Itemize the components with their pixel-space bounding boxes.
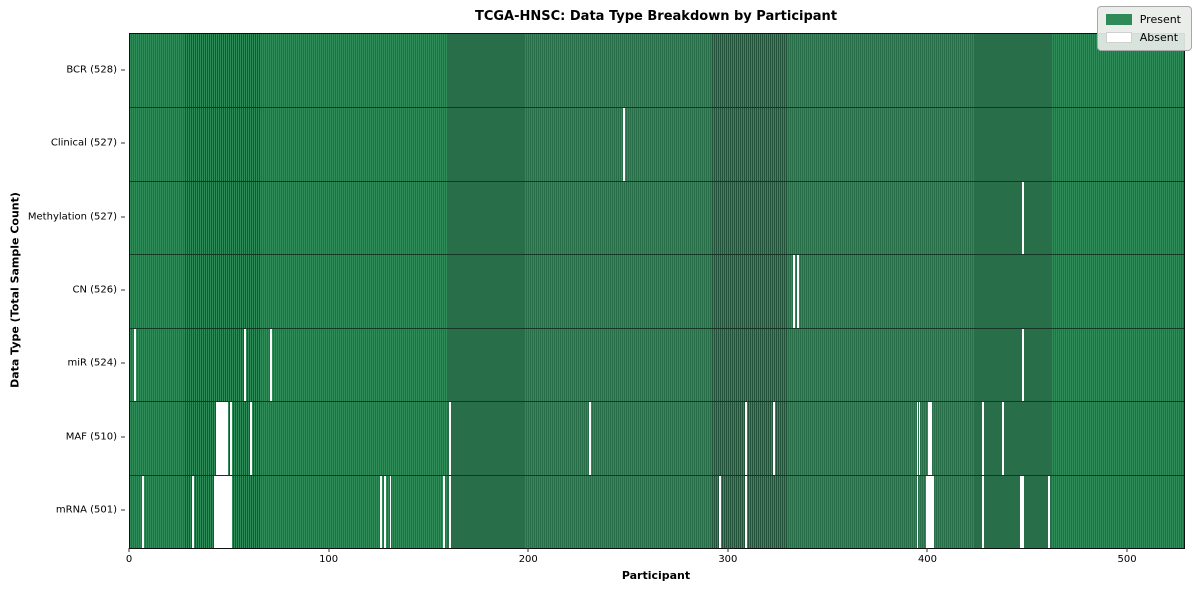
absent-marker: [215, 475, 218, 548]
y-tick-mark: [121, 69, 125, 71]
absent-marker: [223, 475, 226, 548]
absent-marker: [449, 475, 452, 548]
absent-marker: [217, 402, 220, 475]
absent-marker: [223, 402, 226, 475]
absent-marker: [623, 108, 626, 181]
absent-marker: [796, 255, 799, 328]
absent-marker: [213, 475, 216, 548]
y-tick-mark: [121, 436, 125, 438]
absent-marker: [982, 402, 985, 475]
y-tick-label: Methylation (527): [27, 211, 117, 223]
absent-marker: [191, 475, 194, 548]
absent-marker: [772, 402, 775, 475]
y-tick-mark: [121, 509, 125, 511]
y-tick-label: BCR (528): [66, 64, 117, 76]
absent-marker: [221, 475, 224, 548]
x-tick-label: 0: [125, 554, 133, 565]
absent-marker: [449, 402, 452, 475]
absent-marker: [1022, 181, 1025, 255]
x-tick-label: 400: [917, 554, 938, 565]
absent-marker: [229, 402, 232, 475]
y-tick-mark: [121, 289, 125, 291]
absent-marker: [744, 475, 747, 548]
x-axis-label: Participant: [621, 569, 691, 582]
x-tick-label: 200: [518, 554, 538, 565]
legend-absent-label: Absent: [1139, 31, 1179, 44]
y-tick-mark: [121, 362, 125, 364]
absent-marker: [926, 475, 929, 548]
y-tick-label: Clinical (527): [50, 137, 117, 149]
absent-marker: [269, 328, 272, 402]
absent-marker: [1002, 402, 1005, 475]
absent-marker: [916, 475, 919, 548]
absent-marker: [225, 402, 228, 475]
legend-present-label: Present: [1139, 13, 1181, 26]
legend-entry-absent: Absent: [1105, 31, 1181, 44]
legend-entry-present: Present: [1105, 13, 1181, 26]
y-tick-label: mRNA (501): [55, 504, 117, 516]
absent-marker: [221, 402, 224, 475]
absent-marker: [243, 328, 246, 402]
heatmap-row-clinical: [130, 107, 1184, 181]
x-tick-mark: [1126, 548, 1128, 552]
heatmap-plot: [129, 33, 1185, 549]
absent-marker: [982, 475, 985, 548]
x-tick-mark: [527, 548, 529, 552]
absent-marker: [215, 402, 218, 475]
absent-marker: [792, 255, 795, 328]
chart-title: TCGA-HNSC: Data Type Breakdown by Partic…: [474, 9, 838, 24]
x-tick-mark: [727, 548, 729, 552]
absent-marker: [141, 475, 144, 548]
absent-marker: [918, 402, 921, 475]
x-tick-label: 500: [1117, 554, 1137, 565]
absent-marker: [930, 402, 933, 475]
heatmap-row-mrna: [130, 474, 1184, 548]
absent-marker: [932, 475, 935, 548]
heatmap-row-methylation: [130, 180, 1184, 255]
absent-marker: [219, 475, 222, 548]
absent-marker: [383, 475, 386, 548]
absent-marker: [225, 475, 228, 548]
x-tick-mark: [328, 548, 330, 552]
absent-marker: [227, 475, 230, 548]
heatmap-row-mir: [130, 327, 1184, 402]
absent-marker: [1048, 475, 1051, 548]
x-tick-mark: [926, 548, 928, 552]
absent-marker: [217, 475, 220, 548]
present-swatch-icon: [1105, 14, 1132, 25]
heatmap-row-bcr: [130, 34, 1184, 108]
absent-marker: [219, 402, 222, 475]
x-tick-label: 100: [319, 554, 339, 565]
absent-swatch-icon: [1105, 32, 1132, 43]
absent-marker: [1022, 328, 1025, 402]
absent-marker: [133, 328, 136, 402]
heatmap-row-cn: [130, 254, 1184, 328]
y-tick-mark: [121, 216, 125, 218]
heatmap-row-maf: [130, 401, 1184, 475]
absent-marker: [930, 475, 933, 548]
absent-marker: [249, 402, 252, 475]
y-tick-mark: [121, 142, 125, 144]
y-tick-label: miR (524): [67, 357, 117, 369]
absent-marker: [379, 475, 382, 548]
y-tick-label: CN (526): [72, 284, 117, 296]
absent-marker: [589, 402, 592, 475]
absent-marker: [443, 475, 446, 548]
absent-marker: [744, 402, 747, 475]
x-tick-labels: 0 100 200 300 400 500: [125, 548, 1183, 568]
legend: Present Absent: [1096, 6, 1192, 51]
absent-marker: [1022, 475, 1025, 548]
x-tick-label: 300: [718, 554, 738, 565]
absent-marker: [916, 402, 919, 475]
y-tick-label: MAF (510): [65, 431, 117, 443]
absent-marker: [229, 475, 232, 548]
x-tick-mark: [128, 548, 130, 552]
absent-marker: [928, 475, 931, 548]
absent-marker: [389, 475, 392, 548]
y-tick-labels: BCR (528) Clinical (527) Methylation (527)…: [0, 33, 125, 547]
absent-marker: [1020, 475, 1023, 548]
absent-marker: [928, 402, 931, 475]
absent-marker: [718, 475, 721, 548]
